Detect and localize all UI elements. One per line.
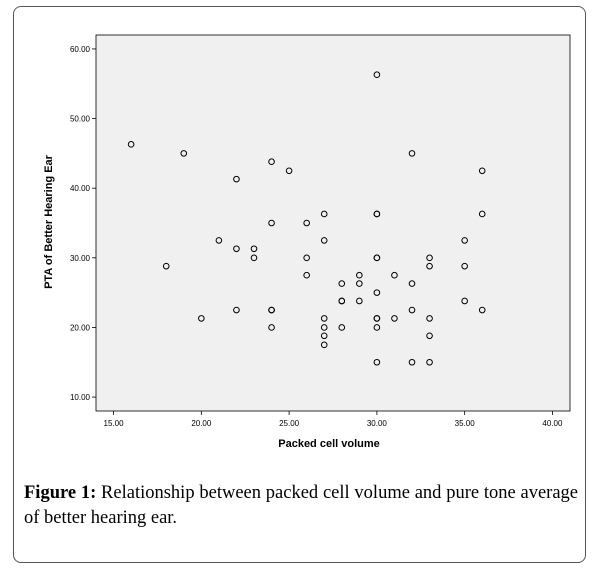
figure-caption-text: Relationship between packed cell volume … bbox=[24, 483, 578, 528]
data-point bbox=[426, 315, 433, 322]
data-point bbox=[303, 254, 310, 262]
data-point bbox=[320, 332, 328, 340]
data-point bbox=[233, 245, 240, 253]
data-point bbox=[338, 280, 346, 287]
scatter-chart: 10.00 20.00 30.00 40.00 50.00 60.00 15.00 20.0… bbox=[43, 34, 571, 450]
data-point bbox=[373, 358, 381, 366]
y-tick-label: 10.00 bbox=[70, 393, 91, 402]
y-axis-title: PTA of Better Hearing Ear bbox=[43, 154, 55, 289]
data-point bbox=[373, 289, 381, 296]
data-point bbox=[338, 297, 346, 305]
data-point bbox=[356, 297, 363, 305]
x-axis-title: Packed cell volume bbox=[278, 438, 380, 450]
data-point bbox=[320, 237, 328, 244]
data-points bbox=[127, 71, 486, 366]
data-point bbox=[162, 262, 170, 270]
x-tick-label: 25.00 bbox=[279, 419, 300, 428]
data-point bbox=[461, 262, 468, 270]
y-axis: 10.00 20.00 30.00 40.00 50.00 60.00 bbox=[70, 45, 96, 402]
x-tick-label: 20.00 bbox=[191, 419, 212, 428]
data-point bbox=[408, 306, 416, 314]
data-point bbox=[408, 358, 416, 366]
data-point bbox=[268, 219, 275, 227]
data-point bbox=[408, 280, 416, 287]
x-tick-label: 30.00 bbox=[367, 419, 388, 428]
figure-label: Figure 1: bbox=[24, 483, 97, 503]
data-point bbox=[408, 150, 416, 157]
y-tick-label: 60.00 bbox=[70, 45, 91, 54]
data-point bbox=[233, 306, 240, 314]
y-tick-label: 30.00 bbox=[70, 254, 91, 263]
data-point bbox=[461, 297, 468, 305]
figure-caption: Figure 1: Relationship between packed ce… bbox=[24, 481, 578, 531]
data-point bbox=[215, 237, 223, 244]
data-point bbox=[373, 71, 381, 78]
data-point bbox=[356, 271, 363, 279]
data-point bbox=[303, 219, 310, 227]
data-point bbox=[250, 245, 258, 253]
y-tick-label: 50.00 bbox=[70, 115, 91, 124]
data-point bbox=[320, 341, 328, 349]
data-point bbox=[303, 271, 310, 279]
data-point bbox=[268, 158, 275, 166]
data-point bbox=[478, 210, 486, 218]
data-point bbox=[478, 306, 486, 314]
data-point bbox=[391, 315, 398, 322]
x-tick-label: 35.00 bbox=[455, 419, 476, 428]
x-axis: 15.00 20.00 25.00 30.00 35.00 40.00 bbox=[104, 411, 563, 428]
data-point bbox=[250, 254, 258, 262]
data-point bbox=[478, 167, 486, 175]
data-point bbox=[233, 175, 240, 183]
data-point bbox=[268, 306, 275, 314]
data-point bbox=[127, 141, 135, 148]
data-point bbox=[373, 254, 381, 262]
data-point bbox=[426, 262, 433, 270]
y-tick-label: 20.00 bbox=[70, 323, 91, 332]
data-point bbox=[320, 210, 328, 218]
data-point bbox=[373, 315, 381, 322]
data-point bbox=[320, 324, 328, 331]
data-point bbox=[426, 358, 433, 366]
x-tick-label: 15.00 bbox=[104, 419, 125, 428]
data-point bbox=[338, 324, 346, 331]
data-point bbox=[198, 315, 205, 322]
y-tick-label: 40.00 bbox=[70, 184, 91, 193]
data-point bbox=[356, 280, 363, 287]
data-point bbox=[268, 324, 275, 331]
plot-area bbox=[95, 34, 571, 412]
data-point bbox=[426, 254, 433, 262]
data-point bbox=[285, 167, 293, 175]
data-point bbox=[391, 271, 398, 279]
data-point bbox=[461, 237, 468, 244]
data-point bbox=[180, 150, 188, 157]
data-point bbox=[373, 324, 381, 331]
x-tick-label: 40.00 bbox=[542, 419, 563, 428]
data-point bbox=[320, 315, 328, 322]
data-point bbox=[373, 210, 381, 218]
data-point bbox=[426, 332, 433, 340]
